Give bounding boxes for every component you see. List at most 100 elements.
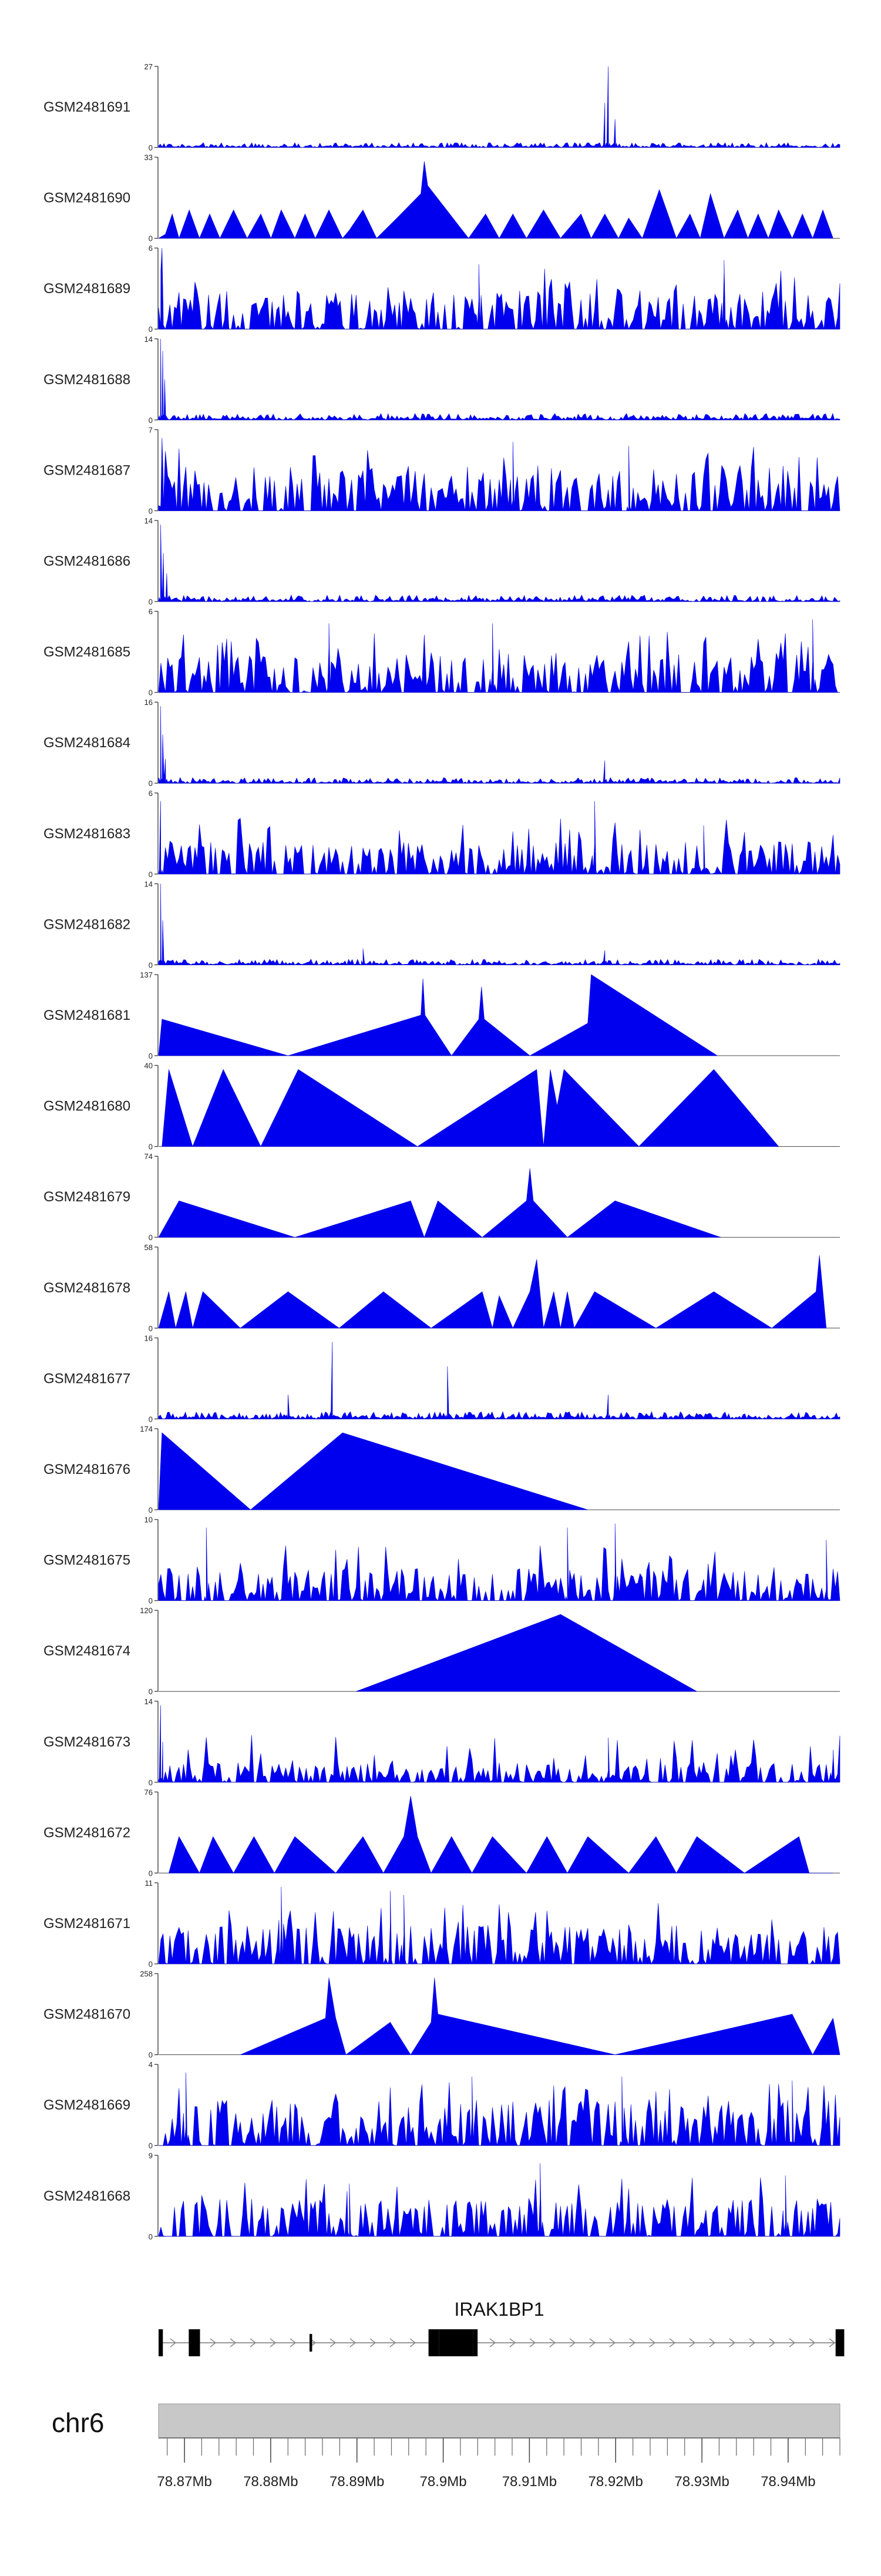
strand-chevron (569, 2338, 576, 2347)
y-axis-max-label: 14 (144, 335, 153, 344)
track-label: GSM2481683 (43, 826, 130, 842)
y-axis-max-label: 16 (144, 1334, 153, 1342)
y-axis-zero-label: 0 (149, 1778, 153, 1787)
chromosome-axis: chr6 78.87Mb 78.88Mb 78.89Mb 78.9Mb 78.91Mb 78… (52, 2403, 840, 2490)
strand-chevron (529, 2338, 536, 2347)
strand-chevron (709, 2338, 716, 2347)
track-label: GSM2481690 (43, 190, 130, 206)
track-gsm2481675: GSM2481675 10 0 (43, 1516, 840, 1606)
track-gsm2481673: GSM2481673 14 0 (43, 1697, 840, 1787)
y-axis-zero-label: 0 (149, 325, 153, 334)
track-label: GSM2481668 (43, 2188, 130, 2204)
track-gsm2481688: GSM2481688 14 0 (43, 335, 840, 425)
track-label: GSM2481671 (43, 1916, 130, 1932)
y-axis-zero-label: 0 (149, 1052, 153, 1060)
tick-label: 78.91Mb (502, 2474, 557, 2490)
strand-chevron (369, 2338, 376, 2347)
tick-label: 78.92Mb (588, 2474, 643, 2490)
strand-chevron (290, 2338, 297, 2347)
strand-chevron (749, 2338, 756, 2347)
track-label: GSM2481672 (43, 1825, 130, 1841)
strand-chevron (769, 2338, 776, 2347)
y-axis-max-label: 120 (140, 1606, 153, 1615)
track-label: GSM2481684 (43, 735, 130, 751)
y-axis-zero-label: 0 (149, 1233, 153, 1242)
track-label: GSM2481687 (43, 462, 130, 478)
signal-area (169, 1796, 833, 1874)
y-axis-max-label: 258 (140, 1970, 153, 1979)
y-axis-zero-label: 0 (149, 1506, 153, 1514)
track-label: GSM2481679 (43, 1189, 130, 1205)
track-label: GSM2481691 (43, 99, 130, 115)
tick-label: 78.87Mb (157, 2474, 211, 2490)
exon-block (473, 2329, 478, 2356)
track-gsm2481691: GSM2481691 27 0 (43, 62, 840, 152)
signal-area (158, 1255, 827, 1329)
track-label: GSM2481669 (43, 2097, 130, 2113)
track-gsm2481679: GSM2481679 74 0 (43, 1152, 840, 1242)
signal-area (158, 974, 718, 1056)
y-axis-max-label: 6 (149, 789, 153, 798)
strand-chevron (829, 2338, 836, 2347)
track-gsm2481672: GSM2481672 76 0 (43, 1788, 840, 1878)
y-axis-max-label: 6 (149, 244, 153, 253)
signal-area (158, 1523, 840, 1601)
y-axis-max-label: 7 (149, 425, 153, 434)
track-gsm2481678: GSM2481678 58 0 (43, 1243, 840, 1333)
tick-label: 78.94Mb (761, 2474, 815, 2490)
y-axis-max-label: 74 (144, 1152, 153, 1161)
y-axis-max-label: 33 (144, 153, 153, 162)
tick-label: 78.88Mb (243, 2474, 298, 2490)
track-label: GSM2481673 (43, 1734, 130, 1750)
y-axis-zero-label: 0 (149, 960, 153, 969)
strand-chevron (669, 2338, 676, 2347)
y-axis-zero-label: 0 (149, 2232, 153, 2241)
tick-label: 78.89Mb (329, 2474, 384, 2490)
track-label: GSM2481675 (43, 1553, 130, 1569)
y-axis-max-label: 10 (144, 1516, 153, 1524)
y-axis-zero-label: 0 (149, 234, 153, 243)
strand-chevron (609, 2338, 616, 2347)
y-axis-zero-label: 0 (149, 1960, 153, 1969)
y-axis-zero-label: 0 (149, 597, 153, 606)
track-label: GSM2481685 (43, 644, 130, 660)
signal-area (159, 2072, 840, 2147)
track-gsm2481685: GSM2481685 6 0 (43, 607, 840, 697)
signal-area (158, 338, 840, 421)
signal-area (240, 1977, 840, 2056)
y-axis-zero-label: 0 (149, 1143, 153, 1151)
strand-chevron (210, 2338, 217, 2347)
track-gsm2481684: GSM2481684 16 0 (43, 698, 840, 788)
y-axis-zero-label: 0 (149, 1415, 153, 1423)
signal-area (158, 248, 840, 330)
track-label: GSM2481688 (43, 372, 130, 388)
y-axis-max-label: 14 (144, 1697, 153, 1706)
signal-area (158, 801, 840, 875)
gene-name-label: IRAK1BP1 (455, 2299, 544, 2320)
track-label: GSM2481677 (43, 1371, 130, 1386)
strand-chevron (170, 2338, 177, 2347)
track-gsm2481687: GSM2481687 7 0 (43, 425, 840, 515)
strand-chevron (409, 2338, 416, 2347)
track-label: GSM2481674 (43, 1643, 130, 1659)
y-axis-zero-label: 0 (149, 506, 153, 515)
y-axis-zero-label: 0 (149, 416, 153, 425)
track-gsm2481677: GSM2481677 16 0 (43, 1334, 840, 1423)
y-axis-zero-label: 0 (149, 143, 153, 152)
signal-area (162, 1069, 779, 1147)
track-gsm2481683: GSM2481683 6 0 (43, 789, 840, 879)
y-axis-zero-label: 0 (149, 2141, 153, 2150)
track-label: GSM2481682 (43, 916, 130, 932)
signal-area (158, 619, 840, 693)
signal-area (158, 66, 840, 148)
y-axis-zero-label: 0 (149, 1687, 153, 1696)
y-axis-zero-label: 0 (149, 779, 153, 788)
y-axis-zero-label: 0 (149, 870, 153, 879)
y-axis-max-label: 4 (149, 2060, 153, 2069)
y-axis-max-label: 6 (149, 607, 153, 616)
tick-label: 78.93Mb (674, 2474, 729, 2490)
strand-chevron (230, 2338, 237, 2347)
signal-area (158, 1432, 588, 1510)
signal-area (158, 884, 840, 966)
